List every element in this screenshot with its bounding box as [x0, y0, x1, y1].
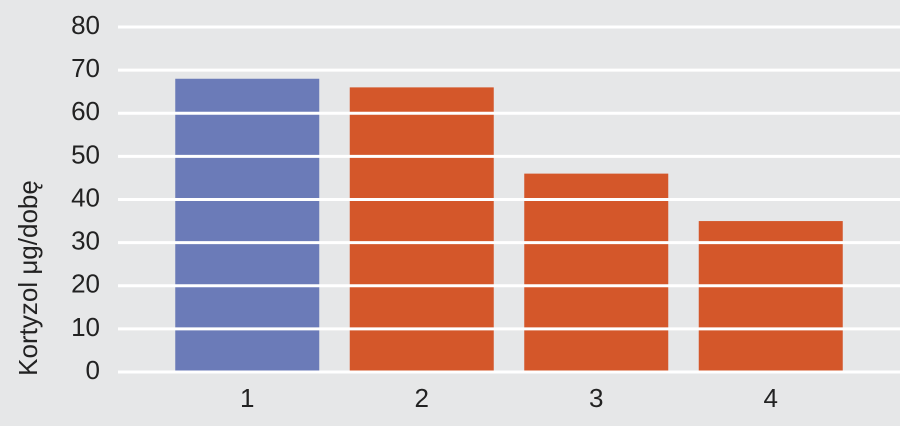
x-tick-label: 1 — [240, 383, 254, 413]
x-tick-label: 3 — [589, 383, 603, 413]
bar — [175, 78, 320, 372]
x-tick-label: 4 — [764, 383, 778, 413]
y-tick-label: 10 — [71, 312, 100, 342]
y-tick-label: 50 — [71, 139, 100, 169]
y-tick-label: 40 — [71, 182, 100, 212]
y-tick-label: 30 — [71, 226, 100, 256]
y-tick-label: 0 — [86, 355, 100, 385]
y-tick-label: 60 — [71, 96, 100, 126]
y-axis-label: Kortyzol μg/dobę — [13, 180, 43, 376]
bar — [524, 173, 669, 372]
bar — [698, 221, 843, 372]
y-tick-label: 20 — [71, 269, 100, 299]
y-tick-label: 80 — [71, 10, 100, 40]
y-tick-label: 70 — [71, 53, 100, 83]
bar — [349, 87, 494, 372]
x-tick-label: 2 — [415, 383, 429, 413]
